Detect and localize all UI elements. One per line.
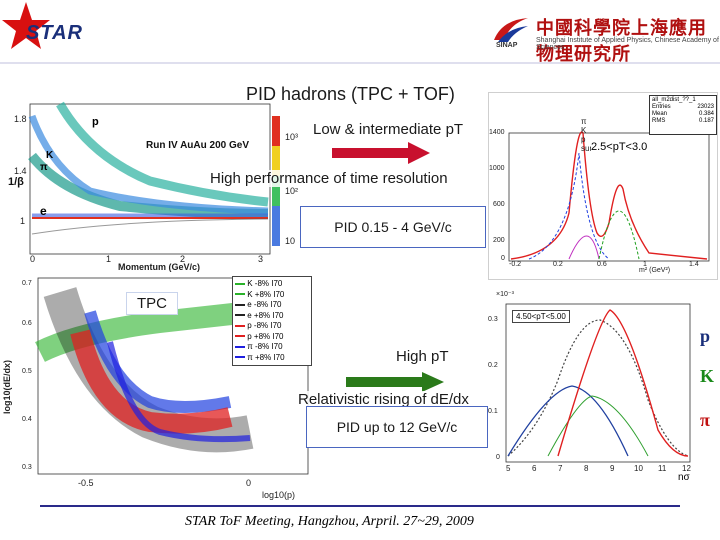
footer-divider: [40, 505, 680, 507]
nsigma-xtick: 7: [558, 464, 563, 473]
nsigma-xtick: 9: [610, 464, 615, 473]
pid-low-box: PID 0.15 - 4 GeV/c: [300, 206, 486, 248]
dedx-ytick: 0.4: [22, 416, 32, 423]
tof-particle-p: p: [92, 116, 99, 128]
mass-ytick: 600: [493, 201, 505, 208]
tof-ztick: 10²: [285, 186, 299, 196]
high-pt-label: High pT: [396, 348, 449, 365]
sinap-abbr: SINAP: [496, 42, 518, 49]
mass-stats-row: Entries 23023: [652, 104, 714, 110]
page-title: PID hadrons (TPC + TOF): [246, 84, 455, 104]
dedx-xtick: -0.5: [78, 478, 94, 488]
mass-ytick: 1000: [489, 165, 505, 172]
nsigma-xlabel: nσ: [678, 472, 690, 483]
nsigma-ytick: 0.3: [488, 316, 498, 323]
dedx-legend-item: K +8% I70: [235, 290, 309, 301]
dedx-legend-item: π +8% I70: [235, 353, 309, 364]
dedx-ytick: 0.5: [22, 368, 32, 375]
dedx-legend-item: p -8% I70: [235, 321, 309, 332]
mass-legend: π K p sum: [581, 117, 596, 153]
nsigma-xtick: 10: [634, 464, 643, 473]
tof-ytick: 1: [20, 216, 26, 226]
nsigma-plot-canvas: [505, 303, 691, 463]
tof-xtick: 0: [30, 254, 36, 264]
dedx-ytick: 0.6: [22, 320, 32, 327]
tof-ytick: 1.4: [14, 166, 27, 176]
relativistic-rise-label: Relativistic rising of dE/dx: [298, 391, 469, 408]
institute-english-name: Shanghai Institute of Applied Physics, C…: [536, 37, 719, 51]
nsigma-side-label-k: K: [700, 366, 715, 386]
dedx-xtick: 0: [246, 478, 252, 488]
tpc-label: TPC: [126, 292, 178, 315]
mass-squared-plot-canvas: [508, 131, 710, 262]
high-resolution-label: High performance of time resolution: [210, 170, 448, 187]
nsigma-plot: ×10⁻³ 4.50<pT<5.00 0.3 0.2 0.1 0 5 6 7 8…: [488, 290, 716, 486]
nsigma-xtick: 8: [584, 464, 589, 473]
star-logo-icon: [2, 2, 50, 49]
dedx-legend-item: p +8% I70: [235, 332, 309, 343]
tof-ztick: 10³: [285, 132, 299, 142]
tof-ytick: 1.8: [14, 114, 27, 124]
mass-ytick: 200: [493, 237, 505, 244]
tof-xtick: 3: [258, 254, 264, 264]
mass-xtick: 1.4: [689, 261, 699, 268]
pid-high-box: PID up to 12 GeV/c: [306, 406, 488, 448]
header-divider: [0, 62, 720, 64]
nsigma-xtick: 12: [682, 464, 691, 473]
mass-squared-plot: all_m2dist_??_1 Entries 23023 Mean 0.384…: [488, 92, 718, 280]
nsigma-ytick: 0: [496, 454, 500, 461]
sinap-logo-icon: [494, 18, 528, 42]
tof-xtick: 2: [180, 254, 186, 264]
nsigma-xtick: 5: [506, 464, 511, 473]
tof-xlabel: Momentum (GeV/c): [118, 262, 201, 272]
mass-stats-row: Mean 0.384: [652, 111, 714, 117]
mass-xtick: 0.2: [553, 261, 563, 268]
mass-xtick: -0.2: [509, 261, 522, 268]
institute-chinese-name: 中國科學院上海應用物理研究所: [536, 18, 707, 65]
tof-ztick: 10: [285, 236, 296, 246]
tof-particle-k: K: [46, 150, 54, 161]
mass-xlabel: m² (GeV²): [639, 267, 671, 274]
mass-legend-item: p: [581, 135, 586, 144]
dedx-legend-item: π -8% I70: [235, 342, 309, 353]
low-pt-label: Low & intermediate pT: [313, 121, 464, 138]
mass-stats-box: all_m2dist_??_1 Entries 23023 Mean 0.384…: [649, 95, 717, 135]
mass-ytick: 1400: [489, 129, 505, 136]
footer-text: STAR ToF Meeting, Hangzhou, Arpril. 27~2…: [185, 514, 474, 529]
mass-legend-item: π: [581, 117, 587, 126]
mass-xtick: 1: [643, 261, 647, 268]
nsigma-side-label-p: p: [700, 326, 711, 346]
dedx-xlabel: log10(p): [262, 490, 296, 500]
nsigma-ytick: 0.2: [488, 362, 498, 369]
tof-particle-pi: π: [40, 162, 48, 173]
nsigma-range-label: 4.50<pT<5.00: [512, 310, 570, 323]
dedx-ytick: 0.3: [22, 464, 32, 471]
dedx-legend-item: e +8% I70: [235, 311, 309, 322]
tof-run-label: Run IV AuAu 200 GeV: [146, 140, 249, 151]
dedx-legend-item: e -8% I70: [235, 300, 309, 311]
tof-ylabel: 1/β: [8, 176, 24, 188]
right-arrow-icon: [346, 372, 444, 392]
nsigma-side-label-pi: π: [700, 410, 710, 430]
nsigma-exp-label: ×10⁻³: [496, 291, 514, 298]
mass-legend-item: sum: [581, 144, 597, 153]
mass-xtick: 0.6: [597, 261, 607, 268]
right-arrow-icon: [332, 142, 430, 164]
tof-xtick: 1: [106, 254, 112, 264]
tof-particle-e: e: [40, 204, 47, 218]
dedx-legend: K -8% I70 K +8% I70 e -8% I70 e +8% I70 …: [232, 276, 312, 366]
star-logo-text: STAR: [26, 22, 83, 44]
dedx-ytick: 0.7: [22, 280, 32, 287]
dedx-legend-item: K -8% I70: [235, 279, 309, 290]
mass-legend-item: K: [581, 126, 587, 135]
nsigma-ytick: 0.1: [488, 408, 498, 415]
mass-pt-range: 2.5<pT<3.0: [591, 141, 648, 153]
mass-stats-row: RMS 0.187: [652, 118, 714, 124]
mass-stats-title: all_m2dist_??_1: [652, 97, 696, 103]
dedx-ylabel: log10(dE/dx): [2, 359, 13, 415]
nsigma-xtick: 6: [532, 464, 537, 473]
nsigma-xtick: 11: [658, 464, 667, 473]
mass-ytick: 0: [501, 255, 505, 262]
